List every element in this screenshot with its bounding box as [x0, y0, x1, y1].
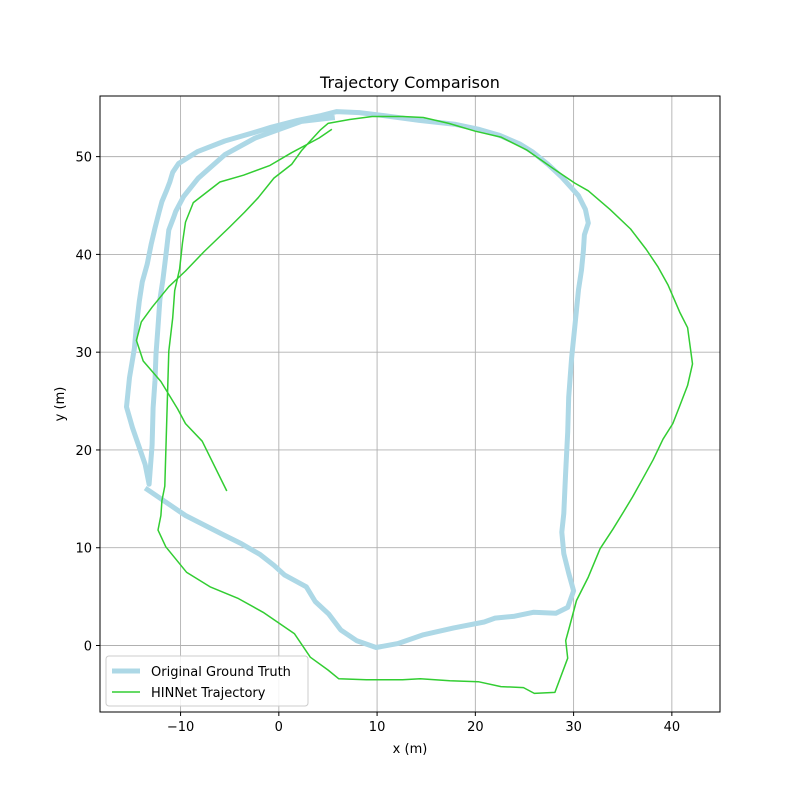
axis-ticks: −10 0 10 20 30 40 0 10 20 30 40 50 [75, 151, 680, 735]
x-tick-label: 30 [565, 720, 582, 735]
y-tick-label: 40 [75, 248, 92, 263]
x-tick-label: 20 [467, 720, 484, 735]
y-tick-label: 10 [75, 542, 92, 557]
series-line-ground-truth [124, 109, 591, 650]
legend-box [105, 655, 309, 707]
x-axis-label: x (m) [393, 742, 428, 757]
legend-label-ground-truth: Original Ground Truth [151, 665, 291, 680]
x-tick-label: −10 [167, 720, 194, 735]
y-tick-label: 0 [84, 640, 92, 655]
y-tick-label: 20 [75, 444, 92, 459]
plot-area: −10 0 10 20 30 40 0 10 20 30 40 50 [75, 95, 721, 735]
x-tick-label: 0 [275, 720, 283, 735]
legend: Original Ground Truth HINNet Trajectory [105, 655, 309, 707]
y-tick-label: 30 [75, 346, 92, 361]
x-tick-label: 40 [664, 720, 681, 735]
x-tick-label: 10 [369, 720, 386, 735]
legend-label-hinnet: HINNet Trajectory [151, 686, 266, 701]
chart-title: Trajectory Comparison [319, 73, 500, 92]
plot-frame [99, 95, 721, 713]
series-layer [124, 109, 694, 695]
series-line-hinnet [135, 115, 694, 695]
y-tick-label: 50 [75, 151, 92, 166]
y-axis-label: y (m) [53, 387, 68, 422]
grid [100, 96, 720, 712]
